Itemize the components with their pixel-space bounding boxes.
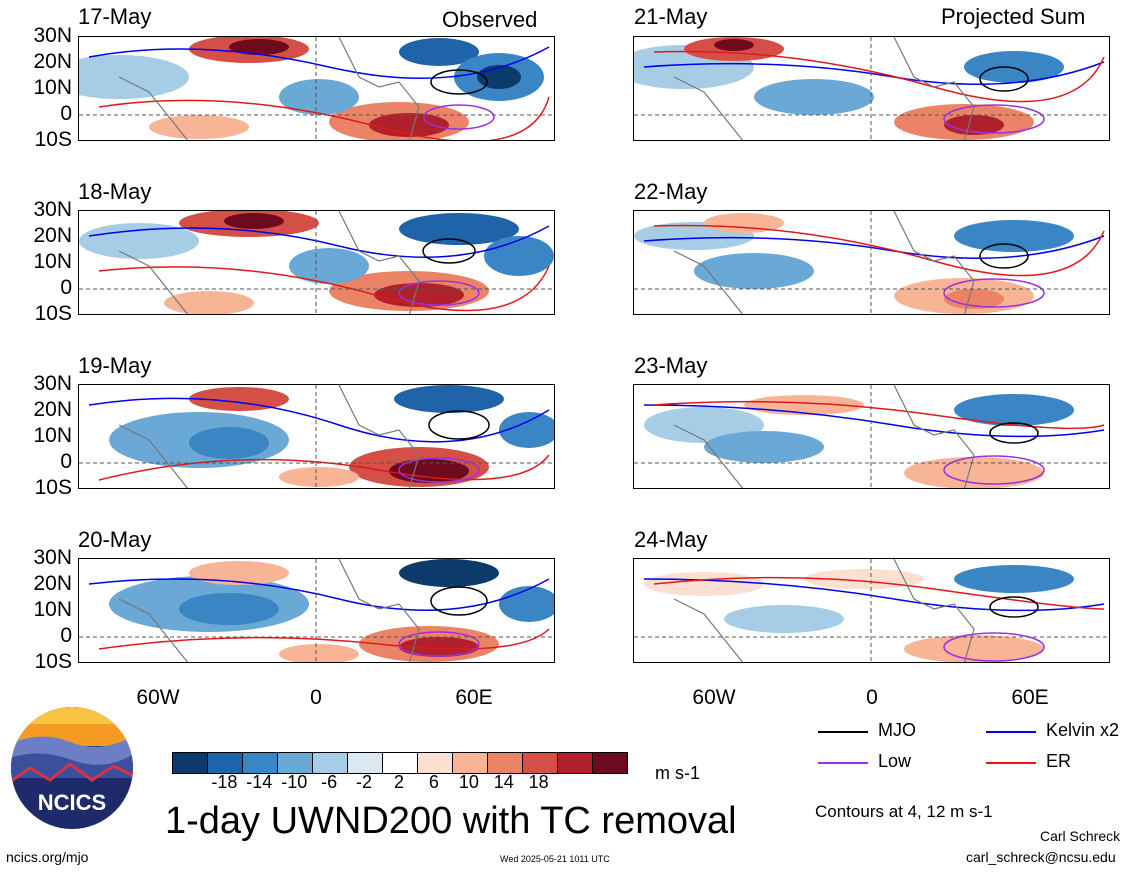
colorbar-segment	[312, 753, 347, 773]
date-label-right-3: 23-May	[634, 353, 708, 378]
wind-anomaly-map	[79, 559, 554, 662]
author-name: Carl Schreck	[1040, 828, 1121, 844]
lat-label: 10N	[33, 598, 72, 621]
date-label-left-3: 19-May	[78, 353, 152, 378]
legend-swatch-mjo	[818, 731, 868, 733]
colorbar-segment	[522, 753, 557, 773]
date-label-left-2: 18-May	[78, 179, 152, 204]
colorbar-tick-label: 18	[528, 772, 549, 792]
wind-anomaly-map	[79, 385, 554, 488]
colorbar-segment	[347, 753, 382, 773]
legend-label-er: ER	[1046, 751, 1072, 771]
lat-label: 0	[60, 276, 72, 299]
legend-swatch-low	[818, 762, 868, 764]
colorbar-segment	[557, 753, 592, 773]
wind-anomaly-map	[634, 385, 1109, 488]
lat-label: 30N	[33, 24, 72, 47]
ncics-logo-icon	[11, 707, 133, 829]
map-panel-projected-3	[633, 384, 1110, 489]
lat-label: 30N	[33, 372, 72, 395]
colorbar-tick-label: -6	[321, 772, 338, 792]
map-panel-projected-2	[633, 210, 1110, 315]
colorbar-segment	[452, 753, 487, 773]
colorbar-tick-label: 6	[428, 772, 439, 792]
timestamp: Wed 2025-05-21 1011 UTC	[500, 854, 610, 864]
lat-label: 10S	[34, 650, 72, 673]
lon-label: 60E	[1011, 686, 1049, 709]
contours-note: Contours at 4, 12 m s-1	[815, 802, 993, 821]
colorbar-tick-label: 14	[493, 772, 514, 792]
colorbar-tick-label: -2	[356, 772, 373, 792]
lat-label: 0	[60, 102, 72, 125]
lat-label: 20N	[33, 50, 72, 73]
date-label-right-4: 24-May	[634, 527, 708, 552]
colorbar-tick-label: -14	[246, 772, 273, 792]
date-label-left-1: 17-May	[78, 4, 152, 29]
map-panel-observed-2	[78, 210, 555, 315]
colorbar-segment	[487, 753, 522, 773]
wind-anomaly-map	[79, 211, 554, 314]
wind-anomaly-map	[634, 37, 1109, 140]
lat-label: 10S	[34, 476, 72, 499]
map-panel-observed-1	[78, 36, 555, 141]
colorbar	[172, 752, 628, 774]
wind-anomaly-map	[634, 211, 1109, 314]
colorbar-segment	[592, 753, 627, 773]
legend-swatch-er	[986, 762, 1036, 764]
colorbar-segment	[277, 753, 312, 773]
lat-label: 10S	[34, 128, 72, 151]
lat-label: 10N	[33, 250, 72, 273]
date-label-left-4: 20-May	[78, 527, 152, 552]
colorbar-tick-label: -10	[281, 772, 308, 792]
figure-title: 1-day UWND200 with TC removal	[165, 800, 737, 842]
colorbar-tick-label: 2	[393, 772, 404, 792]
lon-label: 0	[310, 686, 322, 709]
colorbar-segment	[207, 753, 242, 773]
ncics-logo: NCICS	[10, 706, 134, 830]
lat-label: 20N	[33, 224, 72, 247]
logo-text: NCICS	[37, 790, 107, 815]
map-panel-observed-4	[78, 558, 555, 663]
map-panel-projected-1	[633, 36, 1110, 141]
map-panel-projected-4	[633, 558, 1110, 663]
lon-label: 0	[866, 686, 878, 709]
lon-label: 60E	[455, 686, 493, 709]
lat-label: 30N	[33, 198, 72, 221]
lon-label: 60W	[136, 686, 180, 709]
colorbar-segment	[417, 753, 452, 773]
legend-label-low: Low	[878, 751, 912, 771]
lat-label: 0	[60, 450, 72, 473]
lon-label: 60W	[692, 686, 736, 709]
wind-anomaly-map	[634, 559, 1109, 662]
colorbar-units: m s-1	[655, 763, 700, 783]
colorbar-tick-label: -18	[211, 772, 238, 792]
lat-label: 20N	[33, 398, 72, 421]
lat-label: 10N	[33, 424, 72, 447]
colorbar-tick-label: 10	[458, 772, 479, 792]
colorbar-segment	[173, 753, 207, 773]
lat-label: 0	[60, 624, 72, 647]
projected-header: Projected Sum	[941, 4, 1086, 29]
lat-label: 20N	[33, 572, 72, 595]
lat-label: 30N	[33, 546, 72, 569]
author-email: carl_schreck@ncsu.edu	[966, 849, 1116, 865]
colorbar-segment	[242, 753, 277, 773]
lat-label: 10S	[34, 302, 72, 325]
map-panel-observed-3	[78, 384, 555, 489]
date-label-right-1: 21-May	[634, 4, 708, 29]
site-link[interactable]: ncics.org/mjo	[6, 849, 89, 865]
wind-anomaly-map	[79, 37, 554, 140]
legend-swatch-kelvin	[986, 731, 1036, 733]
colorbar-segment	[382, 753, 417, 773]
date-label-right-2: 22-May	[634, 179, 708, 204]
observed-header: Observed	[442, 7, 538, 32]
legend-label-mjo: MJO	[878, 720, 916, 740]
legend-label-kelvin: Kelvin x2	[1046, 720, 1120, 740]
lat-label: 10N	[33, 76, 72, 99]
